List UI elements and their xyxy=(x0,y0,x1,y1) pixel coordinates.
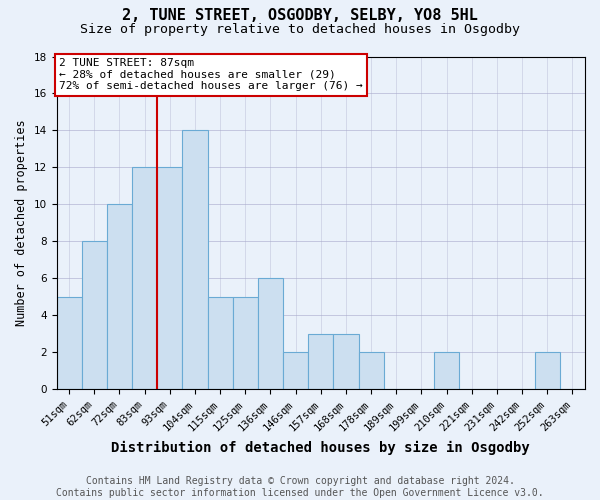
Text: Contains HM Land Registry data © Crown copyright and database right 2024.
Contai: Contains HM Land Registry data © Crown c… xyxy=(56,476,544,498)
Bar xyxy=(208,297,233,389)
Bar xyxy=(107,204,132,389)
Bar xyxy=(334,334,359,389)
Text: Size of property relative to detached houses in Osgodby: Size of property relative to detached ho… xyxy=(80,22,520,36)
Bar xyxy=(132,168,157,389)
Bar xyxy=(535,352,560,389)
Bar xyxy=(56,297,82,389)
Bar xyxy=(359,352,383,389)
X-axis label: Distribution of detached houses by size in Osgodby: Distribution of detached houses by size … xyxy=(112,441,530,455)
Bar xyxy=(308,334,334,389)
Text: 2, TUNE STREET, OSGODBY, SELBY, YO8 5HL: 2, TUNE STREET, OSGODBY, SELBY, YO8 5HL xyxy=(122,8,478,22)
Bar xyxy=(283,352,308,389)
Bar xyxy=(434,352,459,389)
Bar xyxy=(157,168,182,389)
Bar xyxy=(233,297,258,389)
Text: 2 TUNE STREET: 87sqm
← 28% of detached houses are smaller (29)
72% of semi-detac: 2 TUNE STREET: 87sqm ← 28% of detached h… xyxy=(59,58,363,92)
Bar xyxy=(82,242,107,389)
Y-axis label: Number of detached properties: Number of detached properties xyxy=(15,120,28,326)
Bar xyxy=(258,278,283,389)
Bar xyxy=(182,130,208,389)
